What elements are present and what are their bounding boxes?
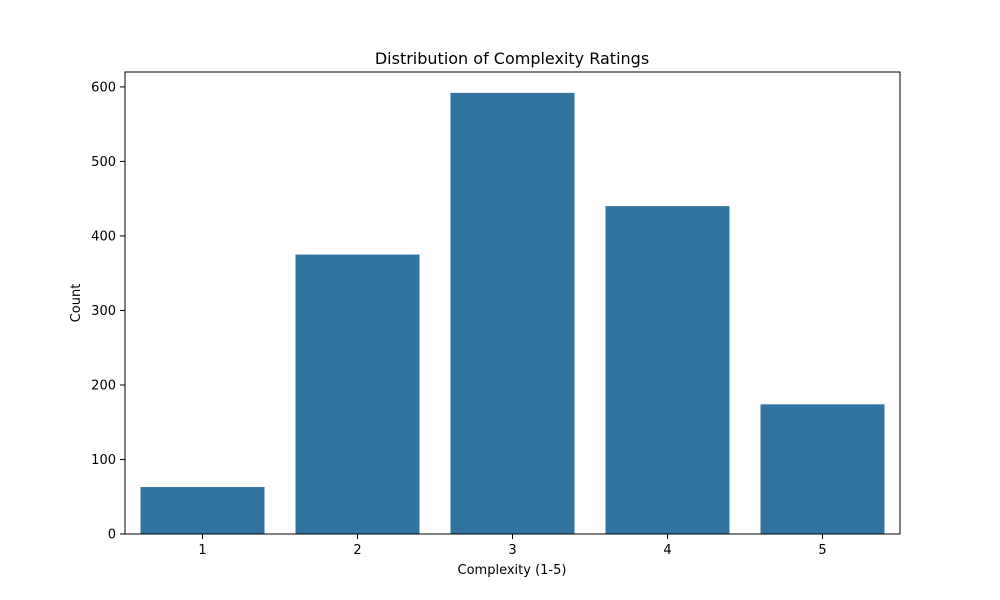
bar-2: [295, 254, 420, 534]
y-tick-label-0: 0: [108, 528, 116, 543]
x-axis-label: Complexity (1-5): [458, 563, 567, 578]
bar-1: [140, 487, 265, 534]
bar-4: [605, 206, 730, 534]
plot-frame: [124, 71, 901, 535]
x-tick-label-4: 4: [663, 543, 671, 558]
y-tick-label-500: 500: [91, 155, 116, 170]
chart-title: Distribution of Complexity Ratings: [375, 49, 649, 68]
y-tick-label-300: 300: [91, 304, 116, 319]
x-tick-label-2: 2: [353, 543, 361, 558]
bar-5: [760, 404, 885, 534]
x-tick-label-3: 3: [508, 543, 516, 558]
y-tick-label-100: 100: [91, 453, 116, 468]
y-axis-label: Count: [69, 284, 84, 323]
bars-group: [140, 92, 885, 535]
y-tick-label-600: 600: [91, 80, 116, 95]
y-tick-label-200: 200: [91, 378, 116, 393]
y-tick-label-400: 400: [91, 229, 116, 244]
x-tick-label-5: 5: [818, 543, 826, 558]
x-axis: 1 2 3 4 5: [198, 534, 827, 558]
bar-3: [450, 92, 575, 535]
x-tick-label-1: 1: [198, 543, 206, 558]
y-axis: 0 100 200 300 400 500 600: [91, 80, 125, 543]
